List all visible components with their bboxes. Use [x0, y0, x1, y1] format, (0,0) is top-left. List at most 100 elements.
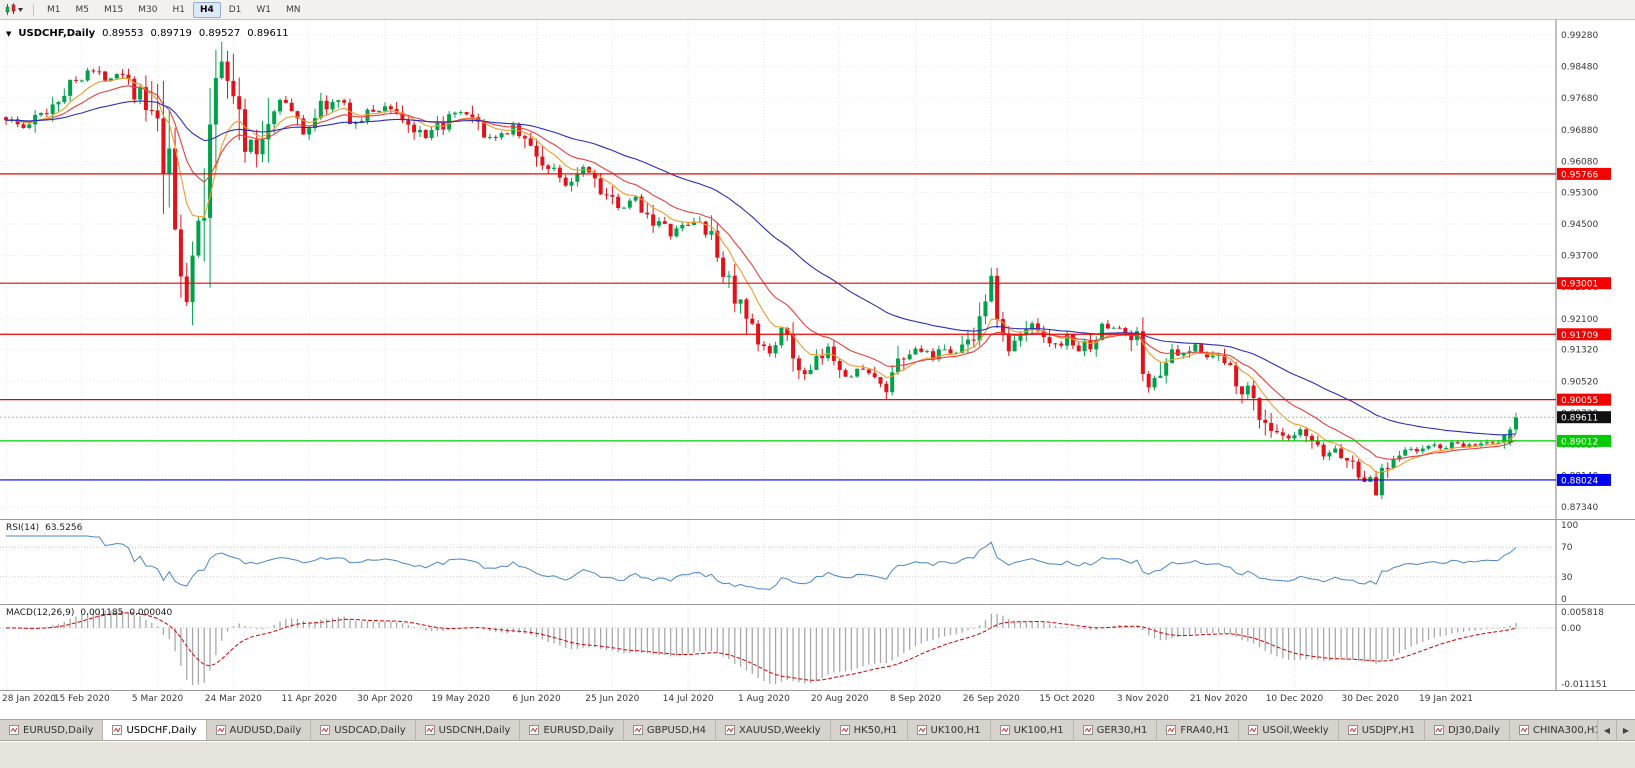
chart-type-icon[interactable] [4, 3, 24, 16]
tab-chart-icon [320, 725, 331, 735]
rsi-indicator-panel: 100 70 30 0 RSI(14) 63.5256 [0, 519, 1635, 604]
timeframe-button-h4[interactable]: H4 [192, 1, 221, 18]
tab-chart-icon [1434, 725, 1444, 735]
date-axis-label: 5 Mar 2020 [131, 694, 184, 704]
chart-tab-label: UK100,H1 [1013, 724, 1064, 736]
date-axis-label: 10 Dec 2020 [1265, 694, 1324, 704]
timeframe-toolbar: M1 M5 M15 M30 H1 H4 D1 W1 MN [0, 0, 1635, 20]
chart-tab-usdcad-daily[interactable]: USDCAD,Daily [311, 720, 416, 740]
chart-tab-label: AUDUSD,Daily [229, 724, 302, 736]
tab-chart-icon [916, 725, 927, 735]
date-axis-label: 11 Apr 2020 [281, 694, 337, 704]
price-tick-label: 0.90520 [1561, 377, 1598, 387]
date-axis-label: 26 Sep 2020 [962, 694, 1020, 704]
price-tick-label: 0.95300 [1561, 188, 1598, 198]
chart-tab-hk50-h1[interactable]: HK50,H1 [830, 720, 908, 740]
chart-tab-eurusd-daily[interactable]: EURUSD,Daily [520, 720, 624, 740]
price-tick-label: 0.99280 [1561, 31, 1598, 41]
chart-tab-fra40-h1[interactable]: FRA40,H1 [1157, 720, 1240, 740]
price-tick-label: 0.98480 [1561, 63, 1598, 73]
tab-scroll-right-icon[interactable]: ▶ [1616, 720, 1635, 740]
date-axis-label: 25 Jun 2020 [585, 694, 640, 704]
timeframe-button-h1[interactable]: H1 [172, 4, 185, 15]
chart-tab-label: USDCHF,Daily [126, 724, 197, 736]
date-axis-label: 28 Jan 2020 [2, 694, 56, 704]
chart-tab-china300-h1[interactable]: CHINA300,H1 [1509, 720, 1597, 740]
timeframe-button-m1[interactable]: M1 [47, 4, 61, 15]
price-tick-label: 0.91320 [1561, 346, 1598, 356]
tab-chart-icon [1082, 725, 1093, 735]
chart-tab-audusd-daily[interactable]: AUDUSD,Daily [206, 720, 312, 740]
date-axis-label: 3 Nov 2020 [1116, 694, 1169, 704]
price-level-badge: 0.89611 [1561, 414, 1598, 424]
date-axis[interactable]: 28 Jan 2020 15 Feb 2020 5 Mar 2020 24 Mar 2… [0, 690, 1635, 706]
timeframe-button-w1[interactable]: W1 [256, 4, 272, 15]
chart-tab-ger30-h1[interactable]: GER30,H1 [1073, 720, 1158, 740]
chart-tab-usdcnh-daily[interactable]: USDCNH,Daily [415, 720, 521, 740]
date-axis-label: 15 Feb 2020 [53, 694, 110, 704]
tab-chart-icon [839, 725, 850, 735]
toolbar-separator [33, 3, 34, 16]
price-tick-label: 0.87340 [1561, 503, 1598, 513]
tab-chart-icon [725, 725, 735, 735]
rsi-line [6, 535, 1517, 591]
tab-chart-icon [529, 725, 540, 735]
date-axis-label: 8 Sep 2020 [889, 694, 942, 704]
timeframe-button-m30[interactable]: M30 [138, 4, 158, 15]
price-level-badge: 0.91709 [1561, 331, 1598, 341]
main-chart-panel: 0.99280 0.98480 0.97680 0.96880 0.96080 0.953… [0, 20, 1635, 519]
price-tick-label: 0.93700 [1561, 252, 1598, 262]
chart-tab-xauusd-weekly[interactable]: XAUUSD,Weekly [716, 720, 831, 740]
timeframe-button-mn[interactable]: MN [286, 4, 301, 15]
tab-chart-icon [1248, 725, 1259, 735]
candlestick-chart-icon [5, 3, 23, 15]
price-tick-label: 0.96880 [1561, 126, 1598, 136]
macd-axis-label: -0.011151 [1561, 680, 1607, 690]
timeframe-button-m5[interactable]: M5 [75, 4, 90, 15]
tab-chart-icon [112, 725, 123, 735]
chart-tab-eurusd-daily[interactable]: EURUSD,Daily [0, 720, 104, 740]
tab-chart-icon [999, 725, 1010, 735]
price-level-badge: 0.90055 [1561, 396, 1598, 406]
chart-tab-label: USDCAD,Daily [334, 724, 406, 736]
chart-tab-label: UK100,H1 [930, 724, 981, 736]
timeframe-button-d1[interactable]: D1 [228, 4, 242, 15]
main-chart-canvas[interactable]: 0.99280 0.98480 0.97680 0.96880 0.96080 0.953… [0, 20, 1635, 519]
price-level-badge: 0.93001 [1561, 280, 1598, 290]
moving-averages-layer [5, 77, 1517, 474]
chart-tab-uk100-h1[interactable]: UK100,H1 [990, 720, 1074, 740]
macd-axis-label: 0.005818 [1561, 608, 1604, 618]
date-axis-label: 19 May 2020 [431, 694, 491, 704]
level-lines-layer[interactable]: 0.95766 0.93001 0.91709 0.90055 0.89012 0.880… [0, 167, 1611, 487]
chart-tab-label: DJ30,Daily [1448, 724, 1500, 736]
price-level-badge: 0.88024 [1561, 476, 1598, 486]
date-axis-label: 1 Aug 2020 [737, 694, 790, 704]
price-tick-label: 0.92100 [1561, 315, 1598, 325]
chart-tab-usdjpy-h1[interactable]: USDJPY,H1 [1338, 720, 1425, 740]
chart-tab-bar: EURUSD,Daily USDCHF,Daily AUDUSD,Daily USDC… [0, 719, 1635, 741]
rsi-canvas[interactable]: 100 70 30 0 [0, 520, 1635, 604]
date-axis-label: 14 Jul 2020 [662, 694, 714, 704]
chart-tab-label: USOil,Weekly [1262, 724, 1329, 736]
chart-tabs: EURUSD,Daily USDCHF,Daily AUDUSD,Daily USDC… [0, 720, 1597, 740]
chart-tab-label: FRA40,H1 [1180, 724, 1230, 736]
tab-scroll-left-icon[interactable]: ◀ [1597, 720, 1616, 740]
tab-chart-icon [215, 725, 226, 735]
chart-tab-dj30-daily[interactable]: DJ30,Daily [1425, 720, 1510, 740]
macd-grid-layer [0, 605, 1556, 690]
macd-canvas[interactable]: 0.005818 0.00 -0.011151 [0, 605, 1635, 690]
chart-tab-uk100-h1[interactable]: UK100,H1 [907, 720, 991, 740]
chart-tab-gbpusd-h4[interactable]: GBPUSD,H4 [623, 720, 716, 740]
candles-layer [4, 41, 1518, 500]
chart-tab-usdchf-daily[interactable]: USDCHF,Daily [103, 720, 207, 740]
date-axis-label: 24 Mar 2020 [204, 694, 262, 704]
price-tick-label: 0.96080 [1561, 157, 1598, 167]
rsi-grid-layer [0, 520, 1556, 604]
date-axis-label: 6 Jun 2020 [512, 694, 561, 704]
timeframe-button-m15[interactable]: M15 [104, 4, 124, 15]
date-axis-label: 30 Dec 2020 [1341, 694, 1399, 704]
chart-tab-usoil-weekly[interactable]: USOil,Weekly [1239, 720, 1339, 740]
timeframe-button-group: M1 M5 M15 M30 H1 H4 D1 W1 MN [40, 1, 308, 18]
chart-tab-label: USDCNH,Daily [438, 724, 511, 736]
macd-histogram [11, 610, 1517, 685]
